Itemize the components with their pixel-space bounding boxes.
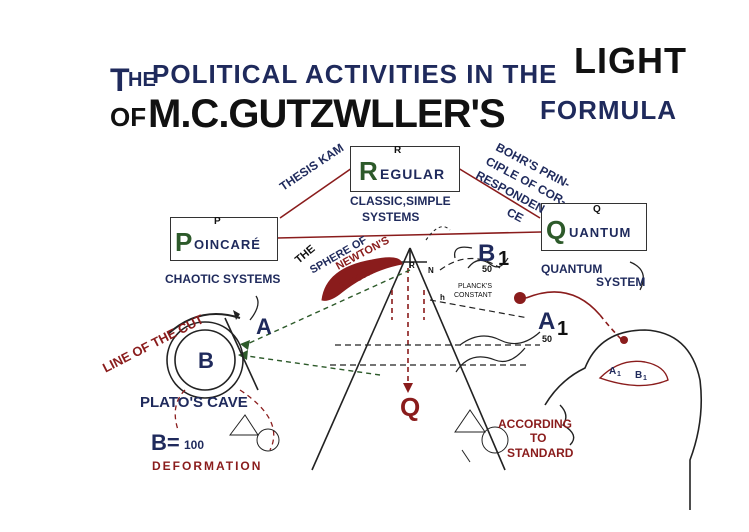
q-arrow-head (403, 383, 413, 393)
a1-number: 1 (557, 318, 569, 340)
according-label-1: ACCORDING (498, 417, 572, 431)
b1-pointer (453, 246, 473, 259)
title-name: M.C.GUTZWLLER'S (148, 92, 506, 136)
regular-sup: R (394, 145, 402, 156)
head-outline (544, 329, 703, 510)
a1-letter: A (538, 308, 556, 335)
red-path-quantum (525, 291, 601, 316)
classic-label-1: CLASSIC,SIMPLE (350, 194, 451, 208)
plancks-label-2: CONSTANT (454, 292, 492, 299)
cut-arrow-head (233, 310, 240, 320)
head-b-letter: B (635, 370, 643, 381)
green-arrow-head-1 (240, 340, 250, 350)
according-label-2: TO (530, 431, 547, 445)
poincare-box (170, 217, 278, 261)
red-path-dashed (599, 314, 623, 341)
cut-arrow-small (249, 295, 259, 321)
head-a-subscript: 1 (617, 371, 621, 378)
quantum-label: UANTUM (569, 225, 632, 240)
b1-number: 1 (498, 248, 510, 270)
title-formula: FORMULA (540, 95, 677, 125)
head-b-subscript: 1 (643, 375, 647, 382)
head-dot (620, 336, 628, 344)
squiggle-2 (459, 331, 541, 346)
a1-subscript: 50 (542, 334, 553, 344)
b1-dot (514, 292, 526, 304)
cave-b-letter: B (198, 348, 214, 373)
title-of: OF (110, 102, 147, 132)
newton-sphere-shape (321, 257, 403, 301)
brain-oval (598, 360, 669, 387)
quantum-sup: Q (593, 204, 601, 215)
plancks-label-1: PLANCK'S (458, 283, 493, 290)
title-prefix-big-t: T (110, 62, 130, 98)
green-arrows (239, 269, 411, 376)
cave-a-letter: A (256, 314, 272, 339)
title-light: LIGHT (574, 40, 687, 81)
quantum-big-letter: Q (546, 215, 567, 245)
according-label-3: STANDARD (507, 446, 574, 460)
classic-label-2: SYSTEMS (362, 210, 420, 224)
regular-big-letter: R (359, 156, 378, 186)
cave-dashed (174, 389, 275, 451)
regular-label: EGULAR (380, 166, 446, 182)
regular-box (350, 146, 460, 192)
poincare-sup: P (214, 216, 221, 227)
platos-cave-label: PLATO'S CAVE (140, 394, 248, 411)
b1-letter: B (478, 240, 496, 267)
poincare-label: OINCARÉ (194, 237, 261, 252)
poincare-regular-line (279, 167, 353, 219)
quantum-system-arrow (629, 261, 644, 291)
b100-number: 100 (184, 438, 205, 452)
platos-cave-circle (166, 312, 259, 399)
small-sketches (229, 409, 509, 463)
head-face (559, 404, 575, 446)
cone-dashed-lines (330, 257, 540, 366)
deformation-label: DEFORMATION (152, 459, 263, 473)
b100-letter: B= (151, 430, 180, 455)
quantum-system-label-2: SYSTEM (596, 275, 646, 289)
head-a-letter: A (609, 366, 617, 377)
regular-quantum-line (457, 167, 541, 219)
quantum-system-label-1: QUANTUM (541, 262, 603, 276)
squiggle-3 (455, 347, 526, 373)
quantum-box (541, 203, 647, 251)
title-prefix-he: HE (128, 69, 156, 91)
poincare-quantum-line (276, 231, 542, 239)
plancks-h: h (440, 293, 445, 302)
cone-red-arrows (391, 268, 425, 385)
chaotic-label: CHAOTIC SYSTEMS (165, 272, 281, 286)
b1-subscript: 50 (482, 264, 493, 274)
cone-n-label: N (428, 266, 434, 275)
dashed-curve-top (425, 226, 451, 241)
squiggle-1 (467, 257, 509, 269)
poincare-big-letter: P (175, 227, 193, 257)
cone-r-label: R (409, 261, 415, 270)
title-line1: POLITICAL ACTIVITIES IN THE (152, 59, 558, 89)
q-letter: Q (400, 392, 421, 422)
